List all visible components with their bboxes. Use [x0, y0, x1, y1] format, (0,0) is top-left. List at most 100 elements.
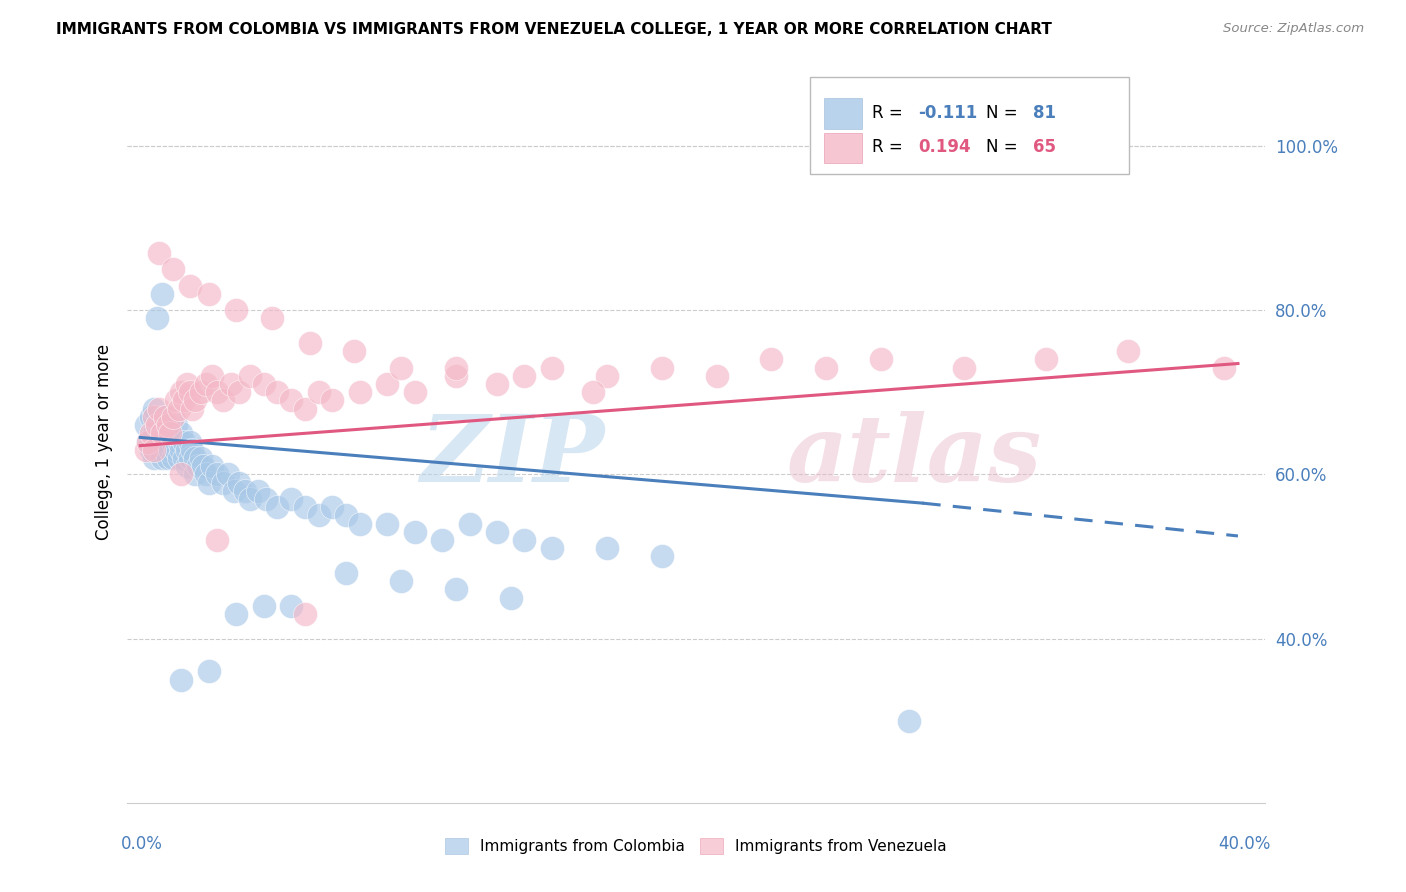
- Text: R =: R =: [873, 137, 908, 156]
- Point: [870, 352, 893, 367]
- Point: [485, 377, 508, 392]
- Point: [201, 459, 224, 474]
- Point: [198, 475, 221, 490]
- Point: [143, 401, 166, 416]
- Point: [596, 368, 619, 383]
- Point: [148, 245, 170, 260]
- Text: ZIP: ZIP: [420, 411, 605, 501]
- Point: [1213, 360, 1236, 375]
- Point: [253, 599, 276, 613]
- Point: [308, 385, 330, 400]
- Point: [176, 459, 198, 474]
- Point: [239, 368, 262, 383]
- Point: [150, 286, 173, 301]
- Point: [162, 434, 184, 449]
- Point: [280, 393, 302, 408]
- Point: [150, 434, 173, 449]
- Point: [153, 442, 176, 457]
- Point: [321, 393, 343, 408]
- Point: [375, 516, 398, 531]
- Point: [294, 607, 316, 621]
- Point: [513, 533, 536, 547]
- Point: [299, 336, 322, 351]
- Point: [389, 574, 412, 588]
- Point: [150, 426, 173, 441]
- Point: [145, 434, 167, 449]
- Point: [205, 385, 228, 400]
- Point: [143, 450, 166, 465]
- Point: [205, 533, 228, 547]
- Point: [165, 393, 187, 408]
- Point: [228, 475, 250, 490]
- Point: [165, 442, 187, 457]
- Point: [138, 434, 160, 449]
- Point: [260, 311, 283, 326]
- Point: [211, 475, 233, 490]
- Point: [170, 426, 193, 441]
- Text: IMMIGRANTS FROM COLOMBIA VS IMMIGRANTS FROM VENEZUELA COLLEGE, 1 YEAR OR MORE CO: IMMIGRANTS FROM COLOMBIA VS IMMIGRANTS F…: [56, 22, 1052, 37]
- Point: [159, 442, 181, 457]
- Point: [294, 401, 316, 416]
- Point: [156, 418, 179, 433]
- Point: [761, 352, 783, 367]
- Point: [181, 442, 204, 457]
- Text: N =: N =: [987, 103, 1024, 122]
- Point: [308, 508, 330, 523]
- Point: [706, 368, 728, 383]
- Point: [141, 442, 163, 457]
- Point: [193, 459, 215, 474]
- Point: [198, 665, 221, 679]
- Point: [190, 450, 212, 465]
- Point: [179, 450, 201, 465]
- FancyBboxPatch shape: [824, 133, 862, 163]
- Point: [162, 262, 184, 277]
- Point: [815, 360, 838, 375]
- Point: [153, 409, 176, 424]
- Point: [1116, 344, 1139, 359]
- Point: [179, 385, 201, 400]
- Point: [173, 434, 195, 449]
- Point: [173, 450, 195, 465]
- Point: [150, 450, 173, 465]
- Text: -0.111: -0.111: [918, 103, 977, 122]
- Point: [211, 393, 233, 408]
- Point: [375, 377, 398, 392]
- Point: [156, 450, 179, 465]
- Point: [217, 467, 239, 482]
- Point: [153, 426, 176, 441]
- Y-axis label: College, 1 year or more: College, 1 year or more: [94, 343, 112, 540]
- Point: [444, 360, 467, 375]
- Point: [228, 385, 250, 400]
- Point: [205, 467, 228, 482]
- Point: [430, 533, 453, 547]
- Point: [198, 286, 221, 301]
- Point: [141, 426, 163, 441]
- Point: [187, 459, 209, 474]
- Point: [952, 360, 974, 375]
- Point: [162, 409, 184, 424]
- Point: [141, 409, 163, 424]
- Point: [159, 426, 181, 441]
- Point: [184, 467, 207, 482]
- Point: [148, 401, 170, 416]
- Point: [138, 434, 160, 449]
- Point: [404, 524, 426, 539]
- Point: [148, 426, 170, 441]
- Text: N =: N =: [987, 137, 1024, 156]
- Point: [280, 491, 302, 506]
- Point: [1035, 352, 1057, 367]
- Point: [219, 377, 242, 392]
- Point: [651, 360, 673, 375]
- Point: [444, 582, 467, 597]
- Text: 0.194: 0.194: [918, 137, 970, 156]
- Point: [156, 434, 179, 449]
- Text: 0.0%: 0.0%: [121, 835, 163, 854]
- Point: [170, 385, 193, 400]
- Point: [444, 368, 467, 383]
- Point: [190, 385, 212, 400]
- Point: [239, 491, 262, 506]
- Point: [156, 418, 179, 433]
- Point: [184, 450, 207, 465]
- Point: [170, 673, 193, 687]
- Point: [389, 360, 412, 375]
